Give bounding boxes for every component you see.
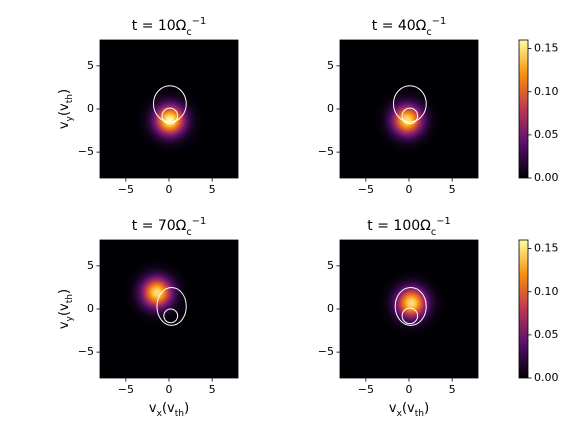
x-axis-label: vx(vth) — [149, 401, 189, 419]
y-axis-label-part: v — [57, 121, 72, 129]
x-axis-label-part: (v — [162, 401, 175, 416]
contour — [156, 286, 187, 326]
x-axis-label-part: (v — [402, 401, 415, 416]
panel-title-part: c — [426, 27, 431, 38]
colorbar — [518, 239, 529, 379]
contour — [401, 107, 419, 125]
panel-title-part: t = 40Ω — [372, 18, 427, 34]
y-axis-label-part: th — [65, 94, 75, 103]
x-axis-label-part: x — [157, 409, 163, 419]
colorbar-tick-label: 0.10 — [534, 85, 559, 98]
contour — [161, 107, 179, 125]
contour — [392, 85, 427, 123]
contour — [152, 85, 187, 123]
contour — [163, 308, 179, 324]
y-axis-label-part: (v — [57, 103, 72, 116]
colorbar-tick-label: 0.05 — [534, 328, 559, 341]
x-tick-label: −5 — [118, 183, 134, 196]
x-tick-label: −5 — [358, 383, 374, 396]
panel-title: t = 70Ωc−1 — [132, 216, 206, 238]
y-axis-label: vy(vth) — [57, 89, 75, 129]
colorbar-tick-label: 0.00 — [534, 371, 559, 384]
y-tick-label: 5 — [87, 259, 94, 272]
x-axis-label-part: x — [397, 409, 403, 419]
panel-title-part: c — [186, 227, 191, 238]
density-blob — [374, 87, 441, 154]
y-axis-label-part: v — [57, 321, 72, 329]
plot-area — [374, 85, 441, 154]
panel-title-part: t = 10Ω — [132, 18, 187, 34]
x-axis-label: vx(vth) — [389, 401, 429, 419]
contour — [401, 307, 419, 325]
panel-title-part: t = 70Ω — [132, 218, 187, 234]
x-axis-label-part: th — [415, 409, 424, 419]
y-tick-label: −5 — [78, 345, 94, 358]
panel-title-part: t = 100Ω — [367, 218, 431, 234]
y-tick-label: 5 — [327, 259, 334, 272]
y-tick-label: 0 — [327, 302, 334, 315]
density-blob — [378, 269, 445, 337]
colorbar-tick-label: 0.15 — [534, 242, 559, 255]
x-tick-label: 0 — [406, 183, 413, 196]
plot-area — [378, 269, 445, 337]
x-axis-label-part: v — [389, 401, 397, 416]
contour — [394, 286, 427, 326]
y-axis-label-part: ) — [57, 89, 72, 94]
x-axis-label-part: ) — [424, 401, 429, 416]
colorbar — [518, 39, 529, 179]
colorbar-tick-label: 0.10 — [534, 285, 559, 298]
x-tick-label: 0 — [406, 383, 413, 396]
y-tick-label: 0 — [327, 102, 334, 115]
panel-title: t = 100Ωc−1 — [367, 216, 450, 238]
y-axis-label-part: y — [65, 115, 75, 121]
y-tick-label: −5 — [318, 345, 334, 358]
panel-title-part: −1 — [436, 216, 450, 227]
panel-title: t = 10Ωc−1 — [132, 16, 206, 38]
x-axis-label-part: th — [175, 409, 184, 419]
y-tick-label: −5 — [78, 145, 94, 158]
x-tick-label: −5 — [358, 183, 374, 196]
plot-area — [123, 259, 191, 326]
x-tick-label: 5 — [449, 383, 456, 396]
y-axis-label-part: y — [65, 315, 75, 321]
x-tick-label: 0 — [166, 183, 173, 196]
colorbar-tick-label: 0.05 — [534, 128, 559, 141]
x-tick-label: 5 — [209, 183, 216, 196]
panel-title-part: −1 — [192, 16, 206, 27]
panel-title-part: −1 — [192, 216, 206, 227]
colorbar-tick-label: 0.00 — [534, 171, 559, 184]
y-tick-label: −5 — [318, 145, 334, 158]
colorbar-tick-label: 0.15 — [534, 42, 559, 55]
y-tick-label: 0 — [87, 102, 94, 115]
y-axis-label-part: ) — [57, 289, 72, 294]
y-axis-label-part: (v — [57, 303, 72, 316]
density-blob — [123, 259, 191, 326]
plot-area — [136, 85, 203, 154]
x-tick-label: 5 — [449, 183, 456, 196]
y-axis-label-part: th — [65, 294, 75, 303]
y-tick-label: 5 — [327, 59, 334, 72]
density-blob — [136, 87, 203, 154]
x-axis-label-part: v — [149, 401, 157, 416]
y-tick-label: 0 — [87, 302, 94, 315]
x-tick-label: 0 — [166, 383, 173, 396]
y-tick-label: 5 — [87, 59, 94, 72]
x-axis-label-part: ) — [184, 401, 189, 416]
panel-title: t = 40Ωc−1 — [372, 16, 446, 38]
x-tick-label: −5 — [118, 383, 134, 396]
panel-title-part: c — [431, 227, 436, 238]
panel-title-part: c — [186, 27, 191, 38]
panel-title-part: −1 — [432, 16, 446, 27]
x-tick-label: 5 — [209, 383, 216, 396]
y-axis-label: vy(vth) — [57, 289, 75, 329]
